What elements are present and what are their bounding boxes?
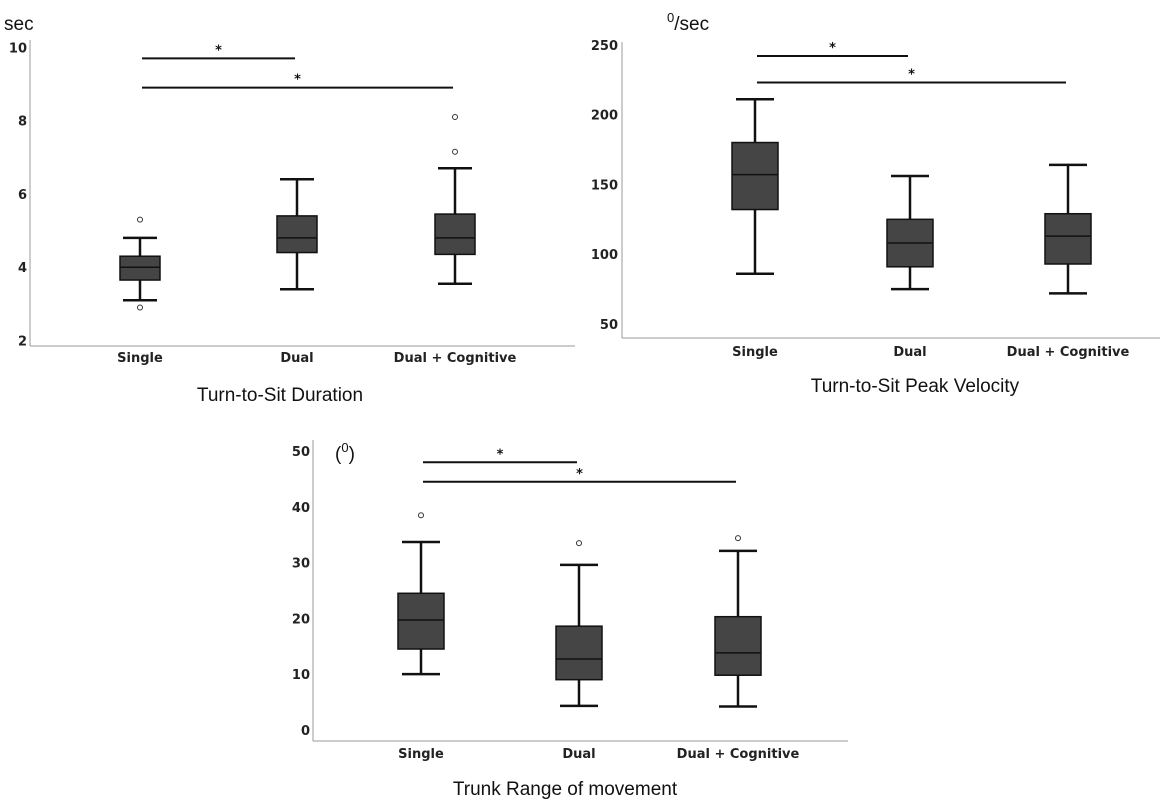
chart-panel-3: 0 10 20 30 40 50 (0) Single Dual Dual + Cognitive… <box>292 440 848 800</box>
y-tick-label: 50 <box>292 445 310 460</box>
outlier-point <box>452 148 458 155</box>
significance-star: * <box>829 41 836 56</box>
box-plot-single <box>731 97 779 276</box>
unit-label: (0) <box>335 440 355 465</box>
significance-star: * <box>215 43 222 58</box>
unit-text: sec <box>4 14 34 35</box>
y-tick-label: 0 <box>301 724 310 739</box>
iqr-box <box>714 615 762 676</box>
y-tick-label: 250 <box>591 39 618 54</box>
y-tick-label: 6 <box>18 188 27 203</box>
iqr-box <box>119 255 161 281</box>
outlier-point <box>735 535 741 542</box>
outlier-point <box>576 540 582 547</box>
significance-star: * <box>576 467 583 482</box>
significance-star: * <box>294 73 301 88</box>
iqr-box <box>731 141 779 211</box>
significance-star: * <box>497 447 504 462</box>
y-tick-label: 30 <box>292 557 310 572</box>
chart-caption: Trunk Range of movement <box>453 779 678 800</box>
significance-star: * <box>908 67 915 82</box>
category-label: Dual <box>893 345 926 360</box>
outlier-point <box>137 304 143 311</box>
box-plot-dual-cognitive <box>1044 163 1092 295</box>
category-label: Dual <box>280 351 313 366</box>
unit-label: sec <box>4 14 34 35</box>
iqr-box <box>555 625 603 681</box>
iqr-box <box>397 592 445 650</box>
y-tick-label: 200 <box>591 109 618 124</box>
y-tick-label: 20 <box>292 612 310 627</box>
category-label: Single <box>117 351 163 366</box>
y-tick-label: 10 <box>9 41 27 56</box>
unit-superscript: 0 <box>341 440 348 455</box>
unit-text: ) <box>349 444 355 465</box>
outlier-point <box>137 216 143 223</box>
unit-label: 0/sec <box>667 10 709 35</box>
box-plot-single <box>119 216 161 311</box>
unit-text: /sec <box>674 14 709 35</box>
y-tick-label: 2 <box>18 335 27 350</box>
category-label: Single <box>732 345 778 360</box>
iqr-box <box>1044 212 1092 265</box>
iqr-box <box>276 215 318 254</box>
chart-panel-1: 2 4 6 8 10 sec Single Dual Dual + Cognitive * * Tur… <box>4 14 575 406</box>
category-label: Dual <box>562 747 595 762</box>
chart-panel-2: 50 100 150 200 250 0/sec Single Dual Dual + Cogn… <box>591 10 1160 397</box>
box-plot-dual <box>276 178 318 291</box>
unit-superscript: 0 <box>667 10 674 25</box>
box-plot-dual-cognitive <box>714 535 762 708</box>
chart-caption: Turn-to-Sit Peak Velocity <box>811 376 1020 397</box>
iqr-box <box>434 213 476 256</box>
unit-prefix: ( <box>335 444 342 465</box>
box-plot-single <box>397 512 445 676</box>
category-label: Dual + Cognitive <box>1007 345 1130 360</box>
category-label: Single <box>398 747 444 762</box>
y-tick-label: 150 <box>591 178 618 193</box>
y-tick-label: 100 <box>591 248 618 263</box>
box-plot-dual-cognitive <box>434 113 476 285</box>
category-label: Dual + Cognitive <box>394 351 517 366</box>
box-plot-dual <box>886 174 934 291</box>
outlier-point <box>418 512 424 519</box>
chart-caption: Turn-to-Sit Duration <box>197 385 363 406</box>
outlier-point <box>452 113 458 120</box>
y-tick-label: 40 <box>292 501 310 516</box>
box-plot-dual <box>555 540 603 708</box>
y-tick-label: 8 <box>18 115 27 130</box>
category-label: Dual + Cognitive <box>677 747 800 762</box>
y-tick-label: 4 <box>18 261 27 276</box>
y-tick-label: 10 <box>292 668 310 683</box>
y-tick-label: 50 <box>600 318 618 333</box>
